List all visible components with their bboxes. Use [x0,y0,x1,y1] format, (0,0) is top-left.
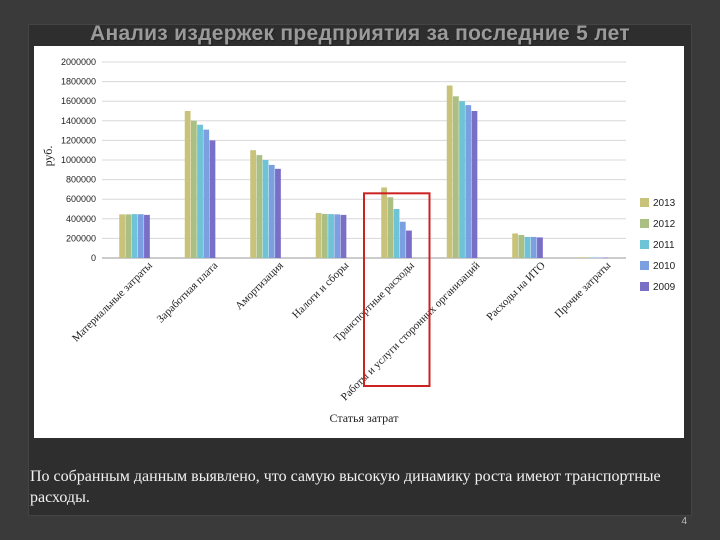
y-tick-label: 1600000 [61,96,96,106]
highlight-box [363,192,431,387]
bar-2012 [190,120,197,258]
bar-2011 [524,236,531,258]
legend-label-2012: 2012 [653,219,676,230]
bar-2010 [465,105,472,258]
bar-2013 [315,212,322,258]
y-tick-label: 1800000 [61,77,96,87]
x-category-label: Налоги и сборы [290,259,352,321]
bar-2013 [250,150,257,258]
bar-2012 [256,155,263,258]
bar-2011 [328,214,334,258]
legend-label-2009: 2009 [653,282,676,293]
bar-2012 [518,234,525,258]
y-tick-label: 1200000 [61,135,96,145]
slide-caption: По собранным данным выявлено, что самую … [30,468,661,506]
bar-2009 [340,214,347,258]
bar-2010 [268,164,275,258]
bar-2009 [144,214,150,258]
page-number: 4 [681,516,687,527]
chart: 0 200000 400000 600000 800000 1000000 1200000 1… [41,57,676,425]
bar-2011 [590,257,596,259]
bar-2010 [334,214,341,258]
y-tick-label: 0 [91,253,96,263]
x-category-label: Расходы на ИТО [484,260,547,323]
slide-title: Анализ издержек предприятия за последние… [90,22,630,45]
bar-2013 [184,111,191,258]
bar-2012 [452,96,459,258]
y-tick-label: 200000 [66,233,96,243]
bar-2013 [381,187,388,258]
bar-2011 [459,101,465,258]
y-tick-label: 800000 [66,175,96,185]
x-category-label: Прочие затраты [553,259,614,320]
y-tick-label: 400000 [66,214,96,224]
y-tick-label: 1400000 [61,116,96,126]
bar-2013 [512,233,519,258]
bar-2010 [530,236,537,258]
legend-swatch-2011 [640,240,649,249]
bar-2009 [209,140,216,258]
bar-2009 [406,230,412,258]
bar-2010 [203,129,210,258]
legend-swatch-2013 [640,198,649,207]
bar-2009 [471,111,478,258]
bar-2009 [275,168,281,258]
x-category-label: Работы и услуги сторонних организаций [339,260,483,404]
bar-2012 [387,197,394,258]
bar-2011 [262,160,269,258]
bar-2013 [446,85,453,258]
legend-label-2011: 2011 [653,240,675,251]
legend-label-2010: 2010 [653,261,676,272]
y-tick-label: 600000 [66,194,96,204]
bar-2010 [596,257,603,259]
legend-label-2013: 2013 [653,198,676,209]
y-tick-label: 2000000 [61,57,96,67]
bar-2013 [577,257,584,258]
bar-2010 [137,214,144,258]
y-tick-label: 1000000 [61,155,96,165]
bar-2010 [399,221,406,258]
bar-2009 [537,237,543,258]
bar-2012 [321,213,328,258]
bar-2009 [602,257,609,259]
legend-swatch-2012 [640,219,649,228]
bar-2013 [119,214,126,258]
legend-swatch-2010 [640,261,649,270]
x-category-label: Амортизация [233,260,286,313]
y-axis-title: руб. [41,146,55,167]
bar-2012 [125,214,132,258]
x-category-label: Материальные затраты [70,259,155,344]
bar-2011 [393,209,400,258]
bar-2011 [131,214,138,258]
legend-swatch-2009 [640,282,649,291]
chart-panel: 0 200000 400000 600000 800000 1000000 1200000 1… [34,46,684,438]
bar-2011 [197,124,203,258]
x-category-label: Заработная плата [155,260,221,326]
bar-2012 [583,257,590,258]
x-axis-title: Статья затрат [330,411,400,425]
